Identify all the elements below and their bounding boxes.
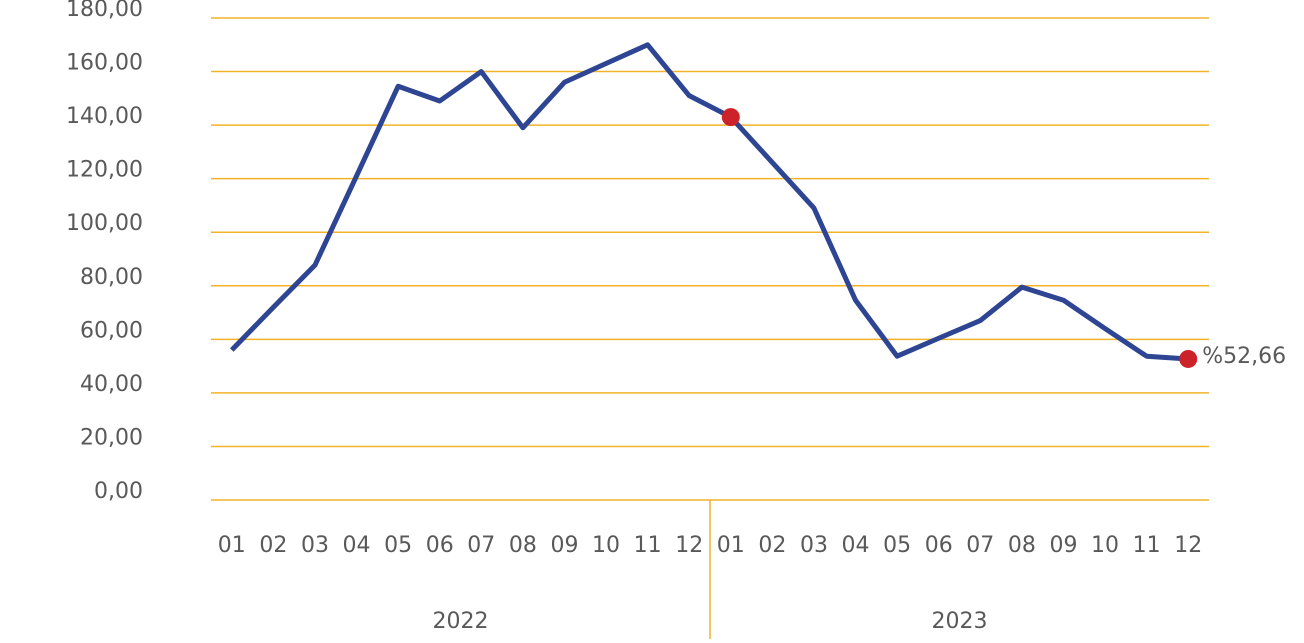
group-label: 2023 [932, 609, 988, 634]
x-tick-label: 01 [717, 533, 745, 558]
y-tick-label: 0,00 [94, 479, 143, 504]
y-tick-label: 100,00 [66, 211, 143, 236]
x-tick-label: 08 [1008, 533, 1036, 558]
x-tick-label: 11 [634, 533, 662, 558]
point-marker [1179, 349, 1198, 368]
point-marker [721, 108, 740, 127]
x-tick-label: 10 [592, 533, 620, 558]
x-tick-label: 12 [1174, 533, 1202, 558]
x-tick-label: 02 [758, 533, 786, 558]
x-tick-label: 12 [675, 533, 703, 558]
x-tick-label: 05 [384, 533, 412, 558]
x-tick-label: 10 [1091, 533, 1119, 558]
x-tick-label: 03 [800, 533, 828, 558]
x-tick-label: 06 [925, 533, 953, 558]
x-tick-label: 01 [218, 533, 246, 558]
y-tick-label: 140,00 [66, 104, 143, 129]
x-tick-label: 07 [966, 533, 994, 558]
x-tick-label: 06 [426, 533, 454, 558]
x-tick-label: 05 [883, 533, 911, 558]
y-tick-label: 80,00 [80, 265, 143, 290]
group-label: 2022 [433, 609, 489, 634]
x-tick-label: 03 [301, 533, 329, 558]
y-tick-label: 160,00 [66, 51, 143, 76]
x-tick-label: 08 [509, 533, 537, 558]
x-tick-label: 02 [259, 533, 287, 558]
x-tick-label: 04 [842, 533, 870, 558]
x-tick-label: 09 [1049, 533, 1077, 558]
y-tick-label: 180,00 [66, 0, 143, 22]
x-tick-label: 09 [550, 533, 578, 558]
x-tick-label: 11 [1133, 533, 1161, 558]
line-series [229, 42, 1189, 362]
y-tick-label: 40,00 [80, 372, 143, 397]
x-tick-label: 07 [467, 533, 495, 558]
data-label: %52,66 [1202, 344, 1286, 369]
y-tick-label: 20,00 [80, 425, 143, 450]
y-tick-label: 60,00 [80, 318, 143, 343]
x-tick-label: 04 [343, 533, 371, 558]
y-tick-label: 120,00 [66, 158, 143, 183]
